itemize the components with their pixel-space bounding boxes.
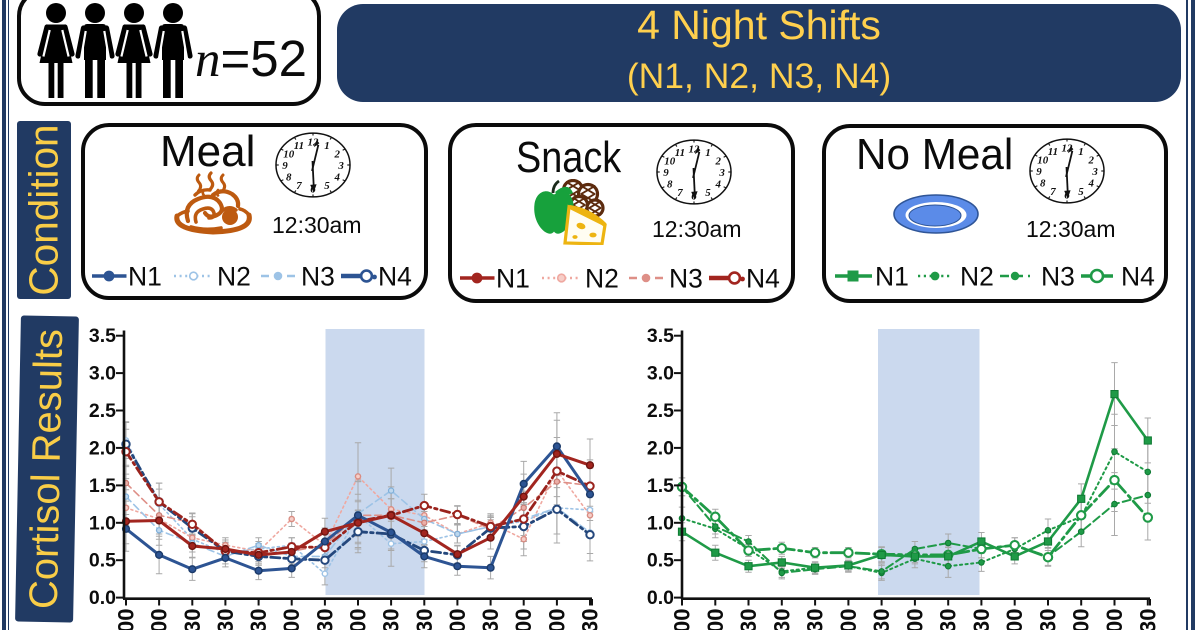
svg-text:00: 00 [445, 609, 470, 630]
svg-text:N2: N2 [960, 262, 994, 292]
svg-text:N4: N4 [378, 261, 412, 291]
svg-text:7: 7 [297, 180, 303, 192]
svg-text:N3: N3 [301, 261, 335, 291]
svg-text:N2: N2 [217, 261, 251, 291]
svg-text:4: 4 [1088, 178, 1095, 190]
svg-text:11: 11 [675, 147, 685, 159]
svg-text:7: 7 [1051, 186, 1057, 198]
svg-text:3.0: 3.0 [647, 363, 674, 385]
svg-text:30: 30 [869, 609, 894, 630]
svg-text:3: 3 [1092, 166, 1099, 178]
svg-text:1.0: 1.0 [647, 512, 674, 534]
svg-text:3.0: 3.0 [89, 363, 116, 385]
svg-text:2.0: 2.0 [647, 437, 674, 459]
svg-text:30: 30 [803, 609, 828, 630]
svg-text:2: 2 [714, 155, 721, 167]
svg-text:00: 00 [346, 609, 371, 630]
svg-text:4: 4 [334, 171, 341, 183]
svg-text:N1: N1 [496, 264, 530, 294]
svg-text:5: 5 [705, 187, 711, 199]
svg-text:9: 9 [663, 167, 669, 179]
svg-text:2: 2 [1088, 154, 1095, 166]
svg-text:00: 00 [703, 609, 728, 630]
svg-text:30: 30 [769, 609, 794, 630]
svg-text:1: 1 [1079, 146, 1084, 158]
svg-text:9: 9 [1036, 166, 1042, 178]
svg-text:8: 8 [286, 171, 292, 183]
svg-text:30: 30 [180, 609, 205, 630]
svg-text:30: 30 [969, 609, 994, 630]
svg-text:N4: N4 [1121, 262, 1155, 292]
svg-text:3.5: 3.5 [89, 325, 116, 347]
svg-text:1: 1 [705, 147, 710, 159]
svg-text:00: 00 [114, 609, 139, 630]
svg-text:5: 5 [1079, 186, 1085, 198]
svg-text:30: 30 [736, 609, 761, 630]
svg-text:00: 00 [836, 609, 861, 630]
svg-text:N1: N1 [128, 261, 162, 291]
svg-text:11: 11 [294, 139, 304, 151]
svg-text:2: 2 [334, 148, 341, 160]
svg-text:12: 12 [1062, 143, 1073, 155]
svg-text:30: 30 [412, 609, 437, 630]
svg-text:00: 00 [544, 609, 569, 630]
svg-text:N4: N4 [746, 264, 780, 294]
svg-text:8: 8 [667, 179, 673, 191]
svg-text:00: 00 [1069, 609, 1094, 630]
svg-text:30: 30 [1036, 609, 1061, 630]
svg-text:5: 5 [325, 180, 331, 192]
svg-text:N3: N3 [1041, 262, 1075, 292]
svg-text:00: 00 [147, 609, 172, 630]
svg-text:N2: N2 [585, 264, 619, 294]
svg-text:10: 10 [664, 155, 675, 167]
svg-text:30: 30 [379, 609, 404, 630]
svg-text:00: 00 [902, 609, 927, 630]
svg-text:3.5: 3.5 [647, 325, 674, 347]
svg-text:12: 12 [688, 144, 699, 156]
svg-text:0.0: 0.0 [647, 587, 674, 609]
svg-text:3: 3 [338, 159, 345, 171]
svg-text:7: 7 [677, 187, 683, 199]
svg-text:1.0: 1.0 [89, 512, 116, 534]
svg-text:0.0: 0.0 [89, 587, 116, 609]
svg-text:12: 12 [308, 136, 319, 148]
svg-text:30: 30 [936, 609, 961, 630]
svg-text:1.5: 1.5 [647, 475, 674, 497]
svg-text:0.5: 0.5 [89, 550, 116, 572]
svg-text:00: 00 [1102, 609, 1127, 630]
svg-text:30: 30 [213, 609, 238, 630]
svg-text:10: 10 [1038, 154, 1049, 166]
svg-text:00: 00 [279, 609, 304, 630]
svg-text:4: 4 [714, 179, 721, 191]
svg-text:30: 30 [312, 609, 337, 630]
svg-text:N1: N1 [875, 262, 909, 292]
svg-text:N3: N3 [669, 264, 703, 294]
svg-text:9: 9 [282, 159, 288, 171]
svg-text:8: 8 [1040, 178, 1046, 190]
svg-text:2.5: 2.5 [89, 400, 116, 422]
svg-text:00: 00 [511, 609, 536, 630]
svg-text:11: 11 [1048, 146, 1058, 158]
svg-text:0.5: 0.5 [647, 550, 674, 572]
svg-text:2.0: 2.0 [89, 437, 116, 459]
svg-text:30: 30 [478, 609, 503, 630]
svg-text:30: 30 [578, 609, 603, 630]
svg-text:1.5: 1.5 [89, 475, 116, 497]
svg-text:3: 3 [718, 167, 725, 179]
svg-text:00: 00 [670, 609, 695, 630]
svg-text:10: 10 [284, 148, 295, 160]
svg-text:30: 30 [246, 609, 271, 630]
svg-text:30: 30 [1135, 609, 1160, 630]
svg-text:1: 1 [325, 139, 330, 151]
svg-text:00: 00 [1002, 609, 1027, 630]
svg-text:2.5: 2.5 [647, 400, 674, 422]
